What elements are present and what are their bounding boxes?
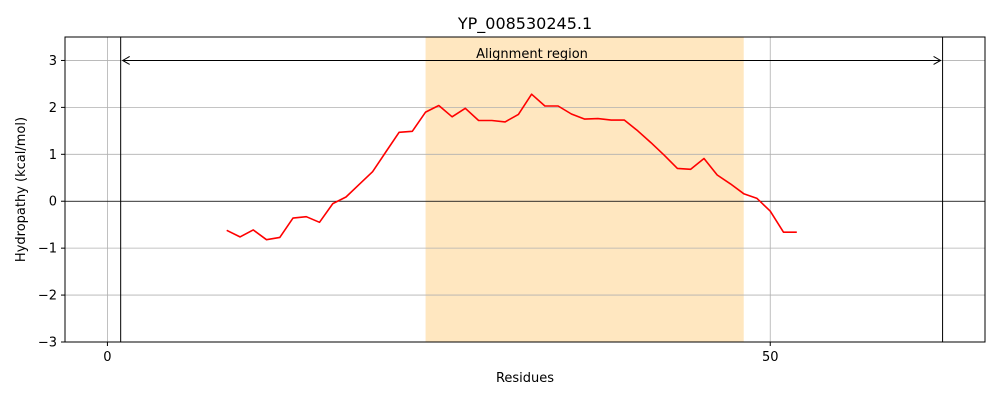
alignment-region-highlight (425, 37, 744, 342)
y-tick-label: 3 (49, 54, 57, 69)
plot-area: −3 −2 −1 0 1 2 3 0 50 (38, 36, 986, 365)
y-tick-label: −1 (38, 242, 57, 257)
x-tick-label: 50 (762, 350, 779, 365)
y-tick-label: −2 (38, 289, 57, 304)
alignment-region-label: Alignment region (476, 47, 588, 62)
y-tick-label: −3 (38, 336, 57, 351)
x-axis-label: Residues (496, 371, 554, 386)
alignment-arrow-right-head (933, 56, 942, 65)
y-tick-label: 2 (49, 101, 57, 116)
hydropathy-line (226, 93, 797, 241)
x-tick-label: 0 (103, 350, 111, 365)
chart-title: YP_008530245.1 (457, 14, 592, 34)
y-axis-label: Hydropathy (kcal/mol) (14, 117, 29, 262)
plot-frame (64, 36, 986, 343)
y-tick-label: 0 (49, 195, 57, 210)
alignment-arrow-left-head (121, 56, 130, 65)
y-tick-label: 1 (49, 148, 57, 163)
